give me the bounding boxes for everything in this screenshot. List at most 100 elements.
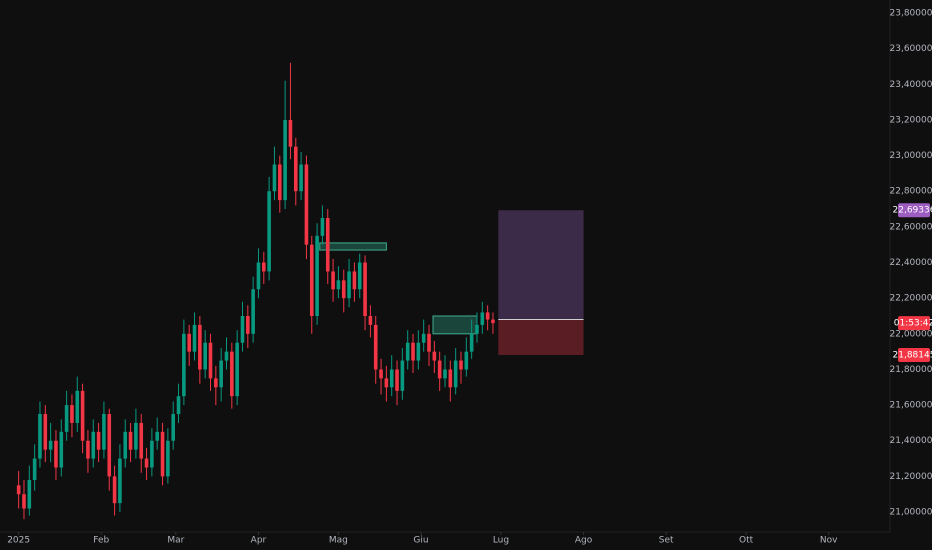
candle-body — [171, 414, 176, 441]
candle-body — [107, 414, 112, 477]
candle-body — [416, 342, 421, 361]
candle-body — [373, 324, 378, 370]
candle-body — [256, 262, 261, 290]
candle-body — [320, 217, 325, 236]
candle-body — [139, 422, 144, 459]
y-tick-label: 21,60000 — [890, 401, 932, 411]
y-tick-label: 22,60000 — [890, 222, 932, 232]
candle-body — [389, 369, 394, 388]
candle-body — [118, 458, 122, 504]
x-tick-label: Feb — [93, 536, 109, 546]
candle-body — [453, 360, 458, 388]
candle-body — [16, 485, 21, 495]
candle-body — [70, 405, 74, 423]
candle-body — [405, 342, 410, 361]
candle-body — [166, 440, 170, 477]
candle-body — [182, 333, 186, 397]
candle-body — [230, 351, 234, 397]
y-tick-label: 23,60000 — [890, 44, 932, 54]
candle-body — [80, 390, 85, 441]
candle-body — [240, 315, 245, 343]
x-tick-label: Mag — [329, 536, 348, 546]
y-tick-label: 23,80000 — [890, 9, 932, 19]
y-tick-label: 22,20000 — [890, 294, 932, 304]
candle-body — [214, 378, 218, 388]
candle-body — [102, 414, 106, 450]
candle-body — [331, 271, 335, 290]
candle-body — [32, 458, 37, 480]
candle-body — [144, 458, 149, 468]
candle-body — [363, 262, 367, 316]
candle-body — [192, 324, 197, 352]
candle-body — [304, 164, 309, 245]
candle-body — [43, 414, 48, 450]
candle-body — [187, 333, 191, 352]
candle-body — [86, 440, 90, 459]
candle-body — [485, 312, 490, 320]
candle-body — [341, 280, 346, 299]
candle-body — [379, 369, 383, 379]
candle-body — [219, 360, 223, 388]
candle-body — [427, 333, 431, 352]
candle-body — [198, 324, 202, 370]
candle-body — [448, 369, 453, 388]
price-tag-label: 22,69336 — [893, 206, 932, 216]
x-tick-label: Ott — [739, 536, 754, 546]
candle-body — [48, 440, 53, 450]
candle-body — [54, 440, 58, 468]
x-tick-label: Giu — [413, 536, 428, 546]
candle-body — [491, 319, 495, 324]
candle-body — [400, 360, 405, 391]
candle-body — [293, 146, 298, 192]
candle-body — [128, 431, 133, 450]
candle-body — [27, 479, 32, 509]
y-tick-label: 23,20000 — [890, 115, 932, 125]
candle-body — [203, 342, 207, 370]
candle-body — [267, 191, 271, 272]
candle-body — [336, 280, 341, 290]
countdown-label: 01:53:42 — [894, 319, 932, 329]
candle-body — [368, 315, 373, 325]
candle-body — [325, 217, 330, 272]
zone — [432, 315, 478, 335]
candle-body — [309, 244, 314, 316]
y-tick-label: 23,40000 — [890, 80, 932, 90]
candle-body — [421, 333, 426, 343]
candle-body — [64, 405, 69, 432]
x-tick-label: 2025 — [7, 536, 30, 546]
y-tick-label: 21,20000 — [890, 472, 932, 482]
x-tick-label: Ago — [575, 536, 593, 546]
candle-body — [150, 440, 154, 468]
candle-body — [469, 333, 474, 352]
candle-body — [155, 431, 160, 441]
countdown-tag — [898, 316, 930, 331]
candle-body — [123, 431, 128, 459]
candle-body — [480, 312, 485, 325]
candle-body — [432, 351, 437, 361]
y-tick-label: 21,00000 — [890, 508, 932, 518]
candle-body — [347, 271, 351, 299]
stop-zone — [498, 319, 584, 355]
candle-body — [357, 262, 362, 290]
candle-body — [352, 271, 357, 290]
candle-body — [160, 431, 165, 477]
candle-body — [176, 396, 181, 415]
y-tick-label: 23,00000 — [890, 151, 932, 161]
price-tag-label: 21,88145 — [893, 350, 932, 360]
candle-body — [22, 494, 26, 509]
x-tick-label: Apr — [251, 536, 267, 546]
candle-body — [411, 342, 415, 361]
x-tick-label: Lug — [493, 536, 509, 546]
price-tag — [898, 203, 930, 218]
candle-body — [437, 360, 442, 379]
candle-body — [251, 289, 255, 334]
candle-body — [459, 360, 463, 370]
candle-body — [283, 119, 287, 201]
target-zone — [498, 210, 584, 320]
candle-body — [384, 378, 389, 388]
candle-body — [475, 324, 479, 334]
candle-body — [464, 351, 469, 370]
candle-body — [208, 342, 213, 379]
